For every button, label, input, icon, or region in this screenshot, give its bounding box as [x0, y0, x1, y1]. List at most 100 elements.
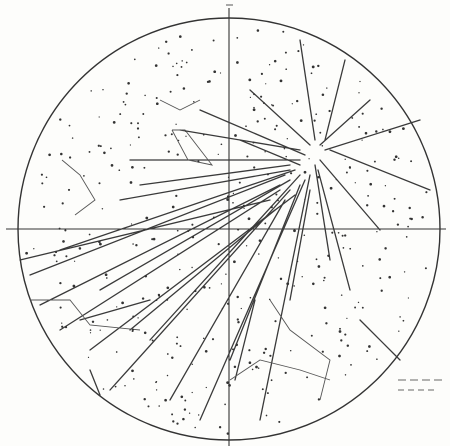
star: [272, 104, 275, 107]
star: [382, 128, 384, 131]
star: [317, 175, 320, 179]
star: [248, 349, 251, 352]
star: [62, 240, 65, 243]
star: [256, 29, 260, 32]
star: [97, 144, 100, 147]
star: [220, 143, 223, 146]
star: [275, 124, 278, 127]
star: [252, 108, 256, 112]
star: [296, 99, 299, 103]
star: [147, 405, 150, 408]
star: [233, 365, 237, 369]
star: [375, 130, 378, 133]
star: [193, 101, 195, 103]
star: [403, 271, 406, 273]
star: [59, 281, 62, 285]
star: [245, 245, 248, 247]
star: [321, 93, 325, 97]
star: [143, 166, 146, 169]
star: [317, 64, 320, 68]
star: [176, 229, 179, 232]
star: [345, 171, 348, 174]
star: [158, 294, 161, 297]
star: [166, 286, 170, 290]
star: [203, 285, 206, 289]
star: [83, 175, 85, 177]
star: [194, 289, 197, 293]
star: [167, 52, 170, 55]
star: [358, 92, 360, 94]
star: [45, 176, 48, 179]
star: [176, 336, 179, 339]
star: [217, 243, 220, 246]
star: [176, 422, 179, 425]
meteor-trail: [139, 164, 291, 186]
star: [304, 198, 306, 200]
star: [99, 242, 102, 246]
star: [191, 363, 194, 366]
star: [114, 385, 117, 388]
star: [98, 116, 100, 118]
star: [286, 138, 288, 140]
star: [213, 70, 217, 74]
star: [104, 273, 108, 277]
star: [340, 339, 343, 342]
star: [155, 102, 159, 106]
star: [89, 329, 92, 331]
star: [101, 208, 104, 210]
meteor-trail: [19, 199, 271, 261]
star: [315, 113, 318, 116]
star: [137, 122, 139, 125]
star: [328, 109, 331, 113]
star: [177, 253, 179, 255]
star: [349, 247, 352, 250]
star: [226, 381, 229, 384]
star: [191, 391, 193, 394]
star: [225, 273, 227, 275]
star: [204, 349, 208, 353]
star: [303, 170, 307, 174]
star: [180, 65, 183, 68]
star: [269, 354, 272, 357]
star: [151, 339, 154, 342]
star: [129, 144, 132, 146]
star: [172, 65, 174, 68]
star: [61, 325, 64, 328]
star: [98, 182, 101, 185]
meteor-trail: [299, 39, 316, 141]
star: [99, 329, 101, 331]
star: [357, 301, 360, 304]
star: [246, 155, 249, 158]
meteor-trail: [329, 149, 431, 191]
star: [102, 88, 104, 91]
star: [250, 228, 253, 230]
star: [175, 123, 177, 125]
star: [376, 358, 378, 360]
star: [191, 236, 195, 239]
star: [137, 317, 139, 319]
star: [171, 356, 174, 360]
star: [379, 277, 382, 280]
meteor-trail: [229, 184, 301, 361]
star: [346, 317, 348, 320]
star: [275, 193, 278, 196]
star: [290, 172, 293, 175]
star: [266, 392, 269, 395]
star: [384, 247, 387, 250]
star: [248, 78, 252, 82]
star: [274, 320, 277, 323]
star: [131, 369, 134, 373]
star: [306, 376, 309, 379]
star: [166, 374, 169, 377]
star: [339, 327, 341, 330]
star: [341, 234, 344, 237]
star: [293, 285, 295, 287]
star: [132, 328, 134, 331]
star: [124, 385, 126, 387]
star: [279, 277, 283, 281]
star: [396, 223, 400, 226]
star: [323, 306, 327, 310]
star: [53, 254, 56, 257]
star: [331, 231, 334, 234]
